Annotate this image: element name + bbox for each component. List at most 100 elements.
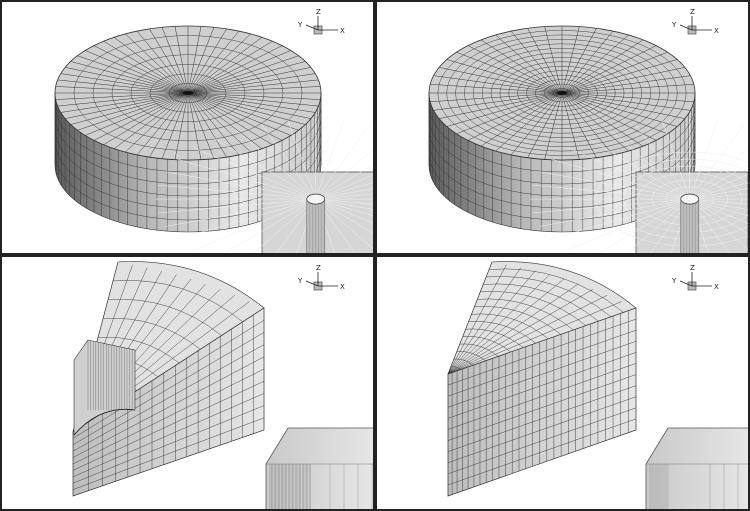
top-ring [130,64,246,122]
side-ring-line [428,128,696,197]
wedge-mesh-solid [447,261,637,497]
top-spoke [467,45,563,94]
top-spoke [85,50,189,94]
top-ring [544,83,580,103]
triad-y-label: Y [671,21,677,29]
top-spoke [187,92,202,160]
inset-hole-closeup [155,119,373,253]
inset-wedge-shape [265,427,373,509]
wedge-fan-line [447,289,593,375]
top-spoke [60,73,189,94]
top-ring [535,79,589,107]
top-spoke [561,92,614,156]
inset-spoke [235,129,316,200]
wedge-fan-arc [97,336,180,364]
top-ring [490,57,634,129]
cylinder-mesh-radial-ringed [428,25,696,233]
wedge-row-line [72,332,265,445]
wedge-fan-arc [480,291,587,326]
top-spoke [149,28,189,94]
top-spoke [187,79,319,94]
inset-spoke [315,198,373,205]
top-spoke [174,26,189,94]
top-spoke [187,33,251,94]
inset-spoke [315,123,371,200]
top-spoke [187,45,283,94]
top-spoke [187,55,299,94]
wedge-row-line [447,352,637,419]
inset-wedge-shape [645,427,748,509]
inset-spoke [177,198,316,240]
top-ring [526,74,598,112]
inset-spoke [260,123,316,200]
top-ring [481,52,643,134]
top-spoke [456,92,563,135]
wedge-row-line [72,344,265,452]
wedge-fan-arc [456,351,486,361]
top-spoke [446,59,563,94]
top-spoke [93,45,189,94]
top-spoke [561,45,657,94]
triad-y-label: Y [671,277,677,285]
top-spoke [544,92,563,160]
wedge-row-line [447,329,637,397]
side-ring-line [54,104,322,173]
top-spoke [125,33,189,94]
wedge-front-face [72,307,265,497]
top-spoke [57,79,189,94]
top-spoke [187,92,283,141]
wedge-row-line [447,385,637,452]
wedge-fan-arc [474,306,561,335]
wedge-row-line [72,405,265,484]
top-spoke [187,37,263,94]
top-spoke [70,92,189,125]
triad-y-axis [679,24,693,31]
top-spoke [187,28,227,94]
top-spoke [187,73,316,94]
inset-hole-rim [680,193,700,205]
top-spoke [561,28,597,94]
inset-hole-rim [306,193,326,205]
top-spoke [456,51,563,94]
wedge-fan-line [447,283,579,375]
triad-x-label: X [714,27,719,35]
inset-spoke [193,198,316,251]
top-spoke [480,39,563,94]
axis-triad: Z X Y [671,8,719,35]
top-spoke [561,51,668,94]
triad-x-label: X [340,27,345,35]
top-spoke [439,67,563,94]
top-spoke [65,92,189,119]
triad-y-axis [305,24,319,31]
top-spoke [561,39,644,94]
top-spoke [77,92,189,131]
triad-z-label: Z [316,264,321,272]
top-spoke [467,92,563,141]
top-spoke [187,92,316,113]
inset-wedge-closeup [265,427,373,509]
triad-y-label: Y [297,21,303,29]
top-spoke [561,92,694,102]
panel-bottom-right: Z X Y [447,261,748,509]
top-spoke [136,30,189,94]
top-spoke [187,27,215,94]
top-ring [437,30,687,156]
top-spoke [161,27,189,94]
top-spoke [439,92,563,119]
top-spoke [187,92,227,158]
triad-z-label: Z [690,8,695,16]
wedge-row-line [72,320,265,439]
wedge-row-line [72,356,265,458]
top-spoke [93,92,189,141]
wedge-fan-line [447,270,536,375]
top-ring [73,35,303,151]
wedge-mesh-with-hole [72,261,265,497]
hole-edge [73,408,136,436]
top-spoke [561,34,629,94]
inset-spoke [224,198,316,253]
triad-x-label: X [714,283,719,291]
inset-spoke [689,174,748,200]
inset-spoke [212,137,316,200]
top-spoke [187,50,291,94]
inset-spoke [315,174,373,200]
